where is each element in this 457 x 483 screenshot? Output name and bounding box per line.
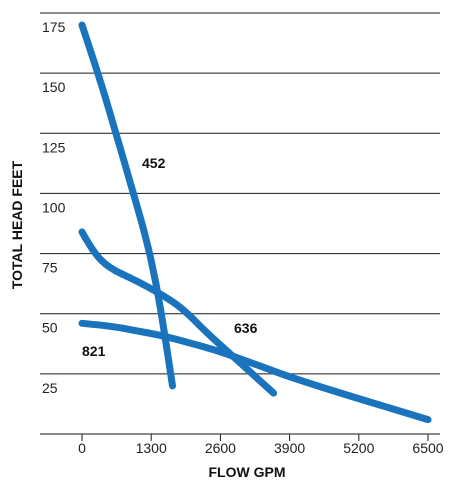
x-axis-ticks: 0 1300 2600 3900 5200 6500	[78, 434, 444, 456]
y-tick-label: 75	[42, 260, 58, 276]
x-tick-label: 6500	[412, 440, 443, 456]
series-line-636	[78, 228, 278, 397]
y-tick-label: 100	[42, 199, 66, 215]
series-label-636: 636	[234, 320, 258, 336]
y-tick-label: 125	[42, 139, 66, 155]
series-labels: 452 636 821	[82, 155, 258, 359]
y-tick-label: 25	[42, 380, 58, 396]
y-axis-title: TOTAL HEAD FEET	[9, 160, 25, 289]
series-line-821	[78, 319, 432, 424]
x-axis-title: FLOW GPM	[209, 464, 286, 480]
series-line-452	[78, 21, 176, 390]
x-tick-label: 5200	[343, 440, 374, 456]
x-tick-label: 0	[78, 440, 86, 456]
y-tick-label: 150	[42, 79, 66, 95]
x-tick-label: 2600	[205, 440, 236, 456]
x-tick-label: 3900	[274, 440, 305, 456]
x-tick-label: 1300	[136, 440, 167, 456]
series-label-452: 452	[142, 155, 166, 171]
grid-lines	[40, 12, 440, 435]
y-tick-label: 175	[42, 19, 66, 35]
y-axis-ticks: 25 50 75 100 125 150 175	[42, 19, 66, 396]
series-label-821: 821	[82, 343, 106, 359]
y-tick-label: 50	[42, 320, 58, 336]
series-lines	[78, 21, 432, 424]
